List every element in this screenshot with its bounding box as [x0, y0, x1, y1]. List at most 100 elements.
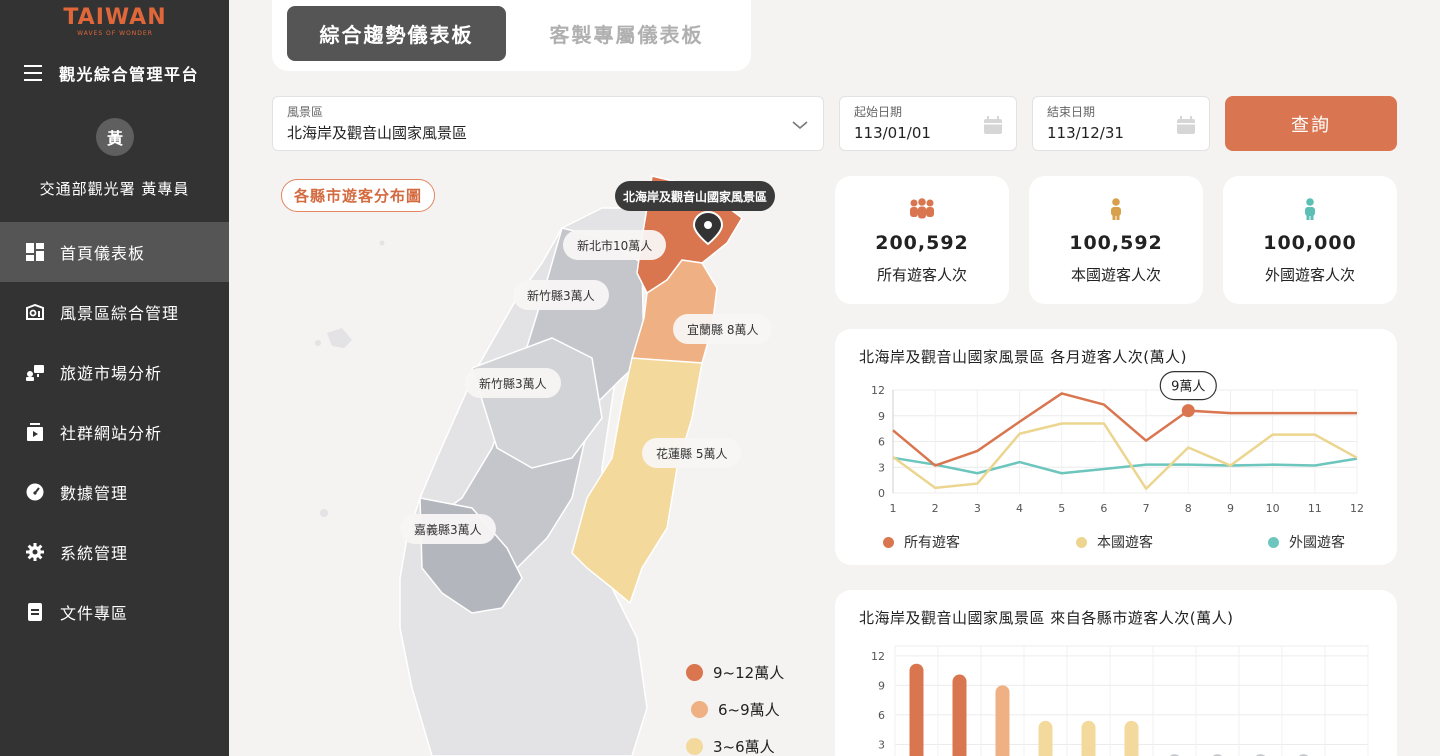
- map-label-yilan: 宜蘭縣 8萬人: [673, 314, 773, 344]
- line-legend-item[interactable]: 所有遊客: [883, 532, 960, 552]
- scenic-area-select[interactable]: 風景區 北海岸及觀音山國家風景區: [272, 96, 824, 151]
- legend-label: 3~6萬人: [713, 738, 775, 756]
- x-tick-label: 11: [1308, 502, 1322, 515]
- x-tick-label: 5: [1058, 502, 1065, 515]
- platform-title: 觀光綜合管理平台: [59, 65, 200, 84]
- logo-tagline: WAVES OF WONDER: [77, 30, 153, 37]
- sidebar-item-label: 社群網站分析: [60, 424, 163, 443]
- end-date-label: 結束日期: [1047, 105, 1096, 119]
- location-pin-icon[interactable]: [692, 210, 724, 246]
- y-tick-label: 12: [871, 384, 885, 397]
- stat-value: 100,592: [1069, 232, 1163, 254]
- legend-label: 6~9萬人: [718, 701, 780, 719]
- legend-label: 所有遊客: [904, 535, 960, 551]
- x-tick-label: 12: [1350, 502, 1364, 515]
- sidebar-item-data-management[interactable]: 數據管理: [0, 462, 229, 522]
- y-tick-label: 9: [878, 410, 885, 423]
- x-tick-label: 1: [890, 502, 897, 515]
- platform-header: 觀光綜合管理平台: [24, 60, 199, 86]
- x-tick-label: 7: [1143, 502, 1150, 515]
- sidebar-item-scenic-management[interactable]: 風景區綜合管理: [0, 282, 229, 342]
- sidebar-item-social[interactable]: 社群網站分析: [0, 402, 229, 462]
- group-icon: [835, 198, 1009, 220]
- x-tick-label: 9: [1227, 502, 1234, 515]
- tooltip-text: 9萬人: [1171, 380, 1205, 395]
- map-label-hsinchu-2: 新竹縣3萬人: [465, 368, 561, 398]
- start-date-field[interactable]: 起始日期 113/01/01: [839, 96, 1017, 151]
- end-date-value: 113/12/31: [1047, 124, 1124, 142]
- taiwan-logo[interactable]: TAIWAN WAVES OF WONDER: [52, 6, 178, 38]
- sidebar-item-market-analysis[interactable]: 旅遊市場分析: [0, 342, 229, 402]
- legend-dot: [883, 536, 894, 548]
- legend-dot: [691, 701, 708, 718]
- legend-dot: [686, 738, 703, 755]
- scenic-area-icon: [25, 302, 45, 322]
- tooltip-bubble: [1159, 370, 1217, 401]
- x-tick-label: 3: [974, 502, 981, 515]
- person-icon: [1223, 198, 1397, 220]
- legend-item: 9~12萬人: [686, 654, 784, 691]
- sidebar-item-documents[interactable]: 文件專區: [0, 582, 229, 642]
- stat-value: 200,592: [875, 232, 969, 254]
- map-label-hsinchu: 新竹縣3萬人: [513, 280, 609, 310]
- monthly-chart-title: 北海岸及觀音山國家風景區 各月遊客人次(萬人): [859, 348, 1187, 366]
- dashboard-icon: [25, 242, 45, 262]
- map-label-new-taipei: 新北市10萬人: [563, 230, 667, 260]
- line-legend-item[interactable]: 外國遊客: [1268, 532, 1345, 552]
- highlight-point[interactable]: [1181, 404, 1195, 418]
- x-tick-label: 2: [932, 502, 939, 515]
- sidebar-item-label: 旅遊市場分析: [60, 364, 163, 383]
- end-date-field[interactable]: 結束日期 113/12/31: [1032, 96, 1210, 151]
- y-tick-label: 6: [878, 709, 885, 722]
- user-name: 交通部觀光署 黃專員: [39, 180, 190, 198]
- tab-overview-dashboard[interactable]: 綜合趨勢儀表板: [287, 6, 506, 61]
- stat-label: 本國遊客人次: [1070, 266, 1161, 284]
- legend-label: 9~12萬人: [713, 664, 785, 682]
- menu-icon[interactable]: [24, 65, 42, 81]
- stat-label: 所有遊客人次: [876, 266, 967, 284]
- sidebar-item-system[interactable]: 系統管理: [0, 522, 229, 582]
- map-region-hualien[interactable]: [571, 357, 703, 605]
- sidebar-item-dashboard[interactable]: 首頁儀表板: [0, 222, 229, 282]
- bar[interactable]: [1081, 720, 1096, 756]
- legend-dot: [1268, 536, 1279, 548]
- avatar[interactable]: 黃: [96, 118, 134, 156]
- y-tick-label: 6: [878, 436, 885, 449]
- series-line[interactable]: [892, 422, 1358, 490]
- query-button[interactable]: 查詢: [1225, 96, 1397, 151]
- sidebar-nav: 首頁儀表板 風景區綜合管理 旅遊市場分析 社群網站分析 數據管理: [0, 222, 229, 642]
- series-line[interactable]: [892, 392, 1357, 467]
- chevron-down-icon: [791, 116, 809, 135]
- county-chart-title: 北海岸及觀音山國家風景區 來自各縣市遊客人次(萬人): [859, 609, 1234, 627]
- x-tick-label: 6: [1100, 502, 1107, 515]
- scenic-area-value: 北海岸及觀音山國家風景區: [287, 124, 468, 142]
- map-legend: 9~12萬人 6~9萬人 3~6萬人: [686, 654, 784, 756]
- county-distribution-map: 各縣市遊客分布圖 北海岸及觀音山國家風景區 新北市10萬人 新竹縣3萬人 宜蘭縣…: [272, 168, 812, 756]
- y-tick-label: 0: [878, 487, 885, 500]
- legend-item: 6~9萬人: [686, 691, 784, 728]
- legend-label: 外國遊客: [1289, 535, 1345, 551]
- map-region-penghu: [327, 328, 352, 348]
- county-bar-chart: 3 6 9 12: [871, 645, 1369, 756]
- bar[interactable]: [1124, 720, 1139, 756]
- map-title: 各縣市遊客分布圖: [281, 179, 436, 212]
- bar[interactable]: [1038, 720, 1053, 756]
- legend-dot: [1076, 536, 1087, 548]
- stat-label: 外國遊客人次: [1264, 266, 1355, 284]
- legend-label: 本國遊客: [1097, 535, 1153, 551]
- stat-card-domestic-visitors: 100,592 本國遊客人次: [1029, 176, 1203, 304]
- tab-custom-dashboard[interactable]: 客製專屬儀表板: [549, 23, 704, 47]
- calendar-icon[interactable]: [1177, 116, 1195, 138]
- map-label-chiayi: 嘉義縣3萬人: [400, 514, 496, 544]
- bar[interactable]: [909, 663, 924, 756]
- series-line[interactable]: [892, 456, 1358, 475]
- line-legend-item[interactable]: 本國遊客: [1076, 532, 1153, 552]
- sidebar-item-label: 首頁儀表板: [60, 244, 146, 263]
- x-tick-label: 4: [1016, 502, 1023, 515]
- calendar-icon[interactable]: [984, 116, 1002, 138]
- bar[interactable]: [952, 674, 967, 756]
- social-icon: [25, 422, 45, 442]
- bar[interactable]: [995, 685, 1010, 756]
- sidebar: TAIWAN WAVES OF WONDER 觀光綜合管理平台 黃 交通部觀光署…: [0, 0, 229, 756]
